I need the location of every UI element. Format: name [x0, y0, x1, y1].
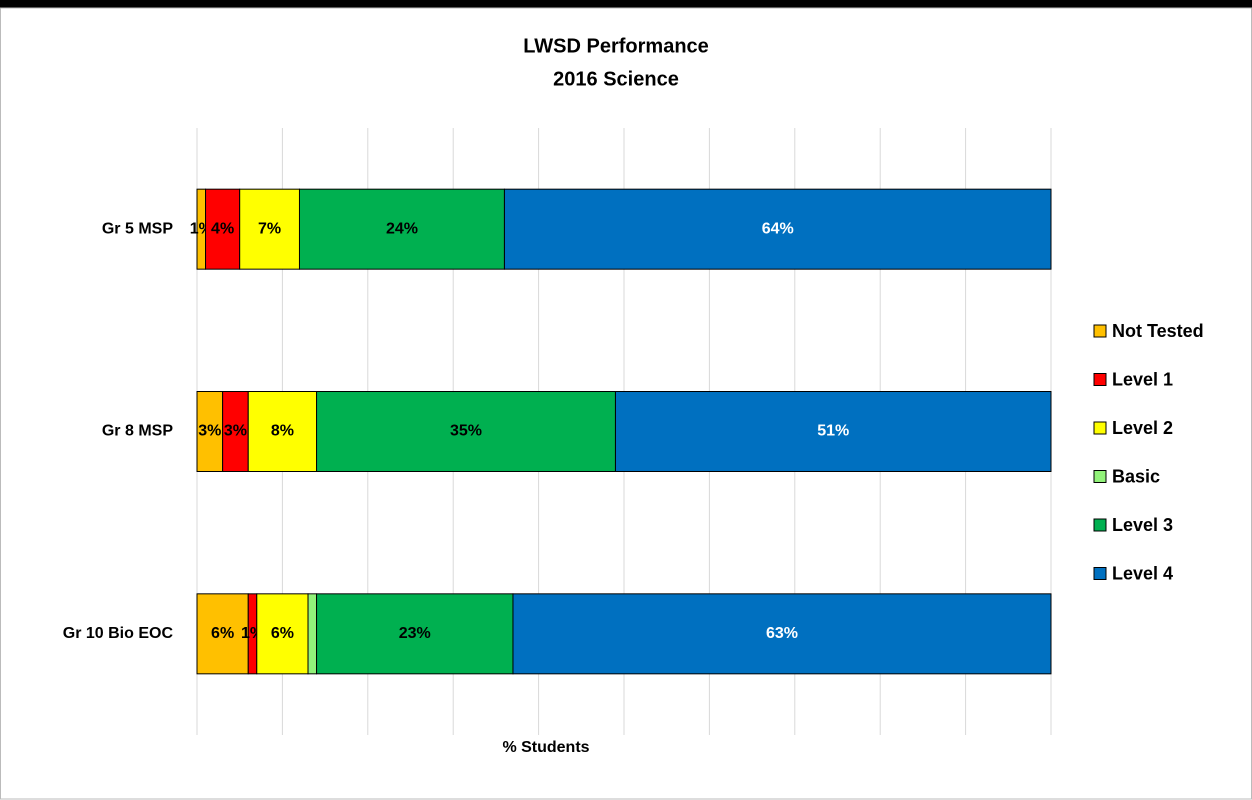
legend-swatch	[1093, 567, 1107, 580]
bar-segment	[316, 593, 514, 675]
bar-segment	[316, 391, 616, 472]
bar-segment	[196, 391, 224, 472]
legend-label: Level 4	[1112, 563, 1173, 583]
value-label: 3%	[198, 423, 221, 440]
bar-segment	[247, 391, 318, 472]
bar-segment	[222, 391, 249, 472]
bar-segment	[256, 593, 309, 675]
legend-swatch	[1093, 373, 1107, 386]
bar-segment	[512, 593, 1052, 675]
legend-swatch	[1093, 518, 1107, 532]
legend-label: Level 3	[1112, 515, 1173, 535]
value-label: 8%	[271, 423, 294, 440]
legend-label: Level 1	[1112, 369, 1173, 389]
chart-subtitle: 2016 Science	[553, 68, 679, 90]
bar-segment	[196, 593, 249, 675]
value-label: 6%	[211, 625, 234, 642]
bar-segment	[503, 188, 1052, 270]
category-label: Gr 10 Bio EOC	[63, 625, 174, 642]
value-label: 64%	[762, 220, 794, 237]
bars: Gr 5 MSP 1%4% 7% 24% 64%Gr 8 MSP 3% 3% 8% 35% 51%…	[63, 188, 1052, 675]
category-label: Gr 5 MSP	[102, 220, 173, 237]
legend: Not Tested Level 1 Level 2 Basic Level 3 Leve…	[1093, 321, 1204, 583]
value-label: 35%	[450, 423, 482, 440]
legend-swatch	[1093, 421, 1107, 435]
value-label: 3%	[224, 423, 247, 440]
value-label: 23%	[399, 625, 431, 642]
legend-label: Level 2	[1112, 418, 1173, 438]
bar-segment	[298, 188, 505, 270]
value-label: 7%	[258, 220, 281, 237]
value-label: 63%	[766, 625, 798, 642]
value-label: 51%	[817, 423, 849, 440]
legend-label: Not Tested	[1112, 321, 1204, 341]
value-label: 24%	[386, 220, 418, 237]
legend-swatch	[1093, 324, 1107, 338]
bar-segment	[239, 188, 300, 270]
top-border	[0, 0, 1252, 8]
bar-segment	[614, 391, 1052, 472]
category-label: Gr 8 MSP	[102, 423, 173, 440]
bar-segment	[307, 593, 318, 675]
chart-title: LWSD Performance	[523, 35, 709, 57]
bar-segment	[205, 188, 241, 270]
value-label: 6%	[271, 625, 294, 642]
legend-swatch	[1093, 470, 1107, 483]
value-label: 4%	[211, 220, 234, 237]
legend-label: Basic	[1112, 466, 1160, 486]
x-axis-label: % Students	[502, 739, 589, 756]
